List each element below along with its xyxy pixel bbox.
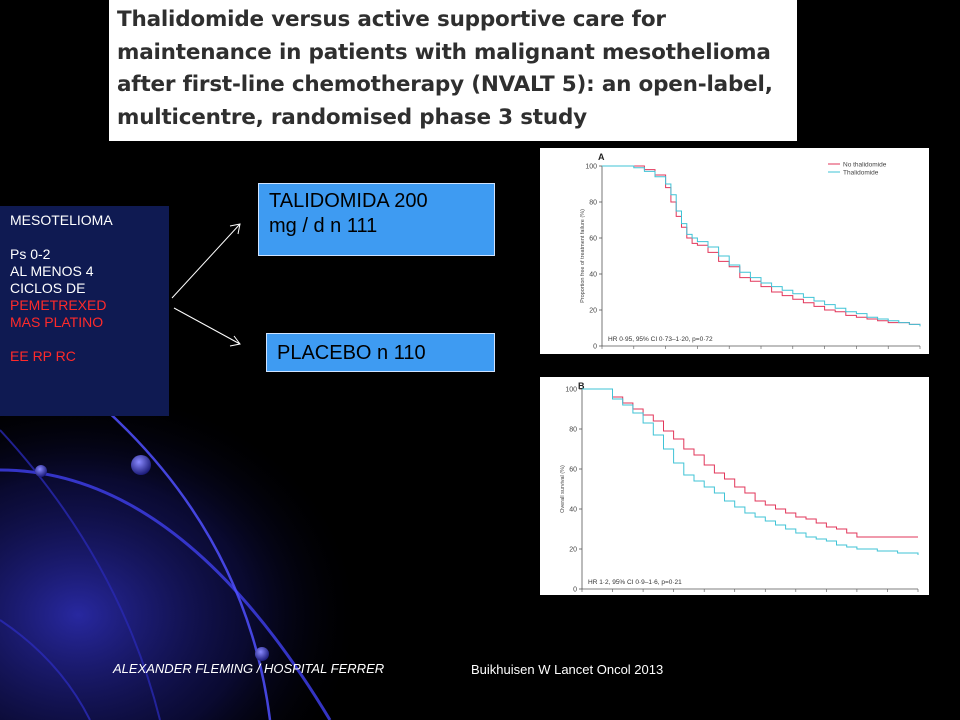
- hr-annotation: HR 1·2, 95% CI 0·9–1·6, p=0·21: [588, 579, 682, 586]
- y-tick-label: 60: [589, 236, 597, 243]
- y-axis-label: Overall survival (%): [560, 465, 566, 513]
- criteria-line: Ps 0-2: [10, 246, 51, 262]
- arm1-line2: mg / d n 111: [269, 215, 378, 237]
- criteria-line: AL MENOS 4: [10, 263, 94, 279]
- km-curve-no-thalidomide: [582, 388, 918, 538]
- y-tick-label: 0: [593, 344, 597, 351]
- legend-label: Thalidomide: [843, 169, 879, 176]
- y-tick-label: 20: [569, 547, 577, 554]
- y-tick-label: 100: [565, 387, 577, 394]
- y-tick-label: 20: [589, 308, 597, 315]
- criteria-line: PEMETREXED: [10, 297, 107, 313]
- y-tick-label: 80: [569, 427, 577, 434]
- footer-left: ALEXANDER FLEMING / HOSPITAL FERRER: [113, 661, 385, 676]
- thalidomide-arm-box: TALIDOMIDA 200 mg / d n 111: [258, 183, 495, 256]
- km-curve-thalidomide: [602, 165, 921, 327]
- legend-label: No thalidomide: [843, 161, 887, 168]
- arm2-label: PLACEBO n 110: [277, 342, 426, 364]
- footer-right: Buikhuisen W Lancet Oncol 2013: [471, 662, 664, 677]
- criteria-line: MESOTELIOMA: [10, 212, 113, 228]
- y-axis-label: Proportion free of treatment failure (%): [580, 209, 586, 303]
- study-title-box: Thalidomide versus active supportive car…: [109, 0, 797, 141]
- criteria-line: CICLOS DE: [10, 280, 86, 296]
- km-curve-no-thalidomide: [602, 165, 921, 327]
- study-title: Thalidomide versus active supportive car…: [117, 7, 773, 130]
- panel-label: B: [578, 381, 585, 391]
- y-tick-label: 80: [589, 200, 597, 207]
- y-tick-label: 40: [569, 507, 577, 514]
- y-tick-label: 100: [585, 164, 597, 171]
- placebo-arm-box: PLACEBO n 110: [266, 333, 495, 372]
- km-curve-thalidomide: [582, 388, 919, 555]
- arm1-line1: TALIDOMIDA 200: [269, 190, 428, 212]
- criteria-line: MAS PLATINO: [10, 314, 104, 330]
- km-chart-a: A 0 20 40 60 80 100 Proportion free of treatmen…: [540, 148, 929, 354]
- hr-annotation: HR 0·95, 95% CI 0·73–1·20, p=0·72: [608, 336, 713, 343]
- y-tick-label: 0: [573, 587, 577, 594]
- panel-label: A: [598, 152, 605, 162]
- km-chart-b: B 0 20 40 60 80 100 Overall survival (%) HR 1·2,…: [540, 377, 929, 595]
- criteria-line: EE RP RC: [10, 348, 76, 364]
- y-tick-label: 40: [589, 272, 597, 279]
- inclusion-criteria-box: MESOTELIOMA Ps 0-2 AL MENOS 4 CICLOS DE …: [0, 206, 169, 416]
- y-tick-label: 60: [569, 467, 577, 474]
